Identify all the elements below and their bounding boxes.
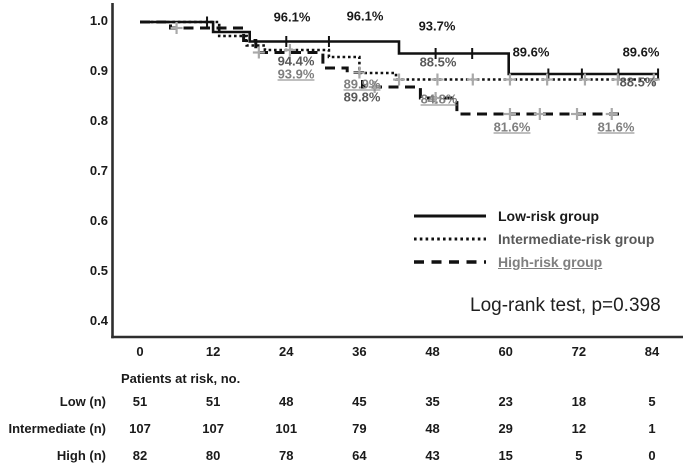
- y-axis-tick-label: 1.0: [89, 13, 108, 28]
- risk-row-label: High (n): [56, 448, 106, 463]
- legend-line-solid-icon: [414, 214, 486, 217]
- legend-label-high-risk: High-risk group: [498, 253, 603, 270]
- risk-count: 35: [425, 394, 440, 409]
- y-axis-tick-label: 0.6: [89, 213, 108, 228]
- risk-count: 107: [129, 421, 151, 436]
- risk-count: 5: [648, 394, 656, 409]
- risk-count: 12: [571, 421, 587, 436]
- survival-percent-label: 89.6%: [622, 44, 660, 60]
- risk-count: 107: [202, 421, 224, 436]
- risk-count: 0: [648, 448, 656, 463]
- y-axis-tick-label: 0.4: [89, 313, 108, 328]
- risk-count: 5: [575, 448, 583, 463]
- risk-count: 48: [279, 394, 294, 409]
- legend-line-dotted-icon: [414, 237, 486, 240]
- curve-intermediate-risk-group: [140, 20, 659, 81]
- curve-low-risk-group: [140, 20, 659, 76]
- risk-count: 18: [571, 394, 587, 409]
- survival-percent-label: 88.5%: [619, 74, 657, 90]
- y-axis-tick-label: 0.9: [89, 63, 108, 78]
- legend-label-intermediate-risk: Intermediate-risk group: [498, 230, 655, 247]
- x-axis-tick-label: 24: [279, 344, 294, 359]
- risk-count: 64: [352, 448, 367, 463]
- risk-count: 15: [498, 448, 513, 463]
- risk-row-label: Intermediate (n): [8, 421, 106, 436]
- survival-percent-label: 81.6%: [493, 119, 531, 135]
- risk-count: 43: [425, 448, 440, 463]
- risk-count: 23: [498, 394, 513, 409]
- y-axis-tick-label: 0.8: [89, 113, 108, 128]
- x-axis-tick-label: 36: [352, 344, 367, 359]
- survival-percent-label: 88.5%: [419, 54, 457, 70]
- risk-count: 51: [132, 394, 148, 409]
- risk-count: 48: [425, 421, 440, 436]
- risk-count: 78: [279, 448, 294, 463]
- risk-count: 80: [205, 448, 221, 463]
- survival-percent-label: 93.7%: [418, 18, 456, 34]
- survival-percent-label: 96.1%: [273, 9, 311, 25]
- x-axis-tick-label: 12: [205, 344, 221, 359]
- x-axis-tick-label: 84: [644, 344, 660, 359]
- y-axis-tick-label: 0.5: [89, 263, 108, 278]
- survival-percent-label: 81.6%: [597, 119, 635, 135]
- survival-percent-label: 93.9%: [277, 66, 315, 82]
- x-axis-tick-label: 48: [425, 344, 440, 359]
- survival-percent-label: 89.6%: [512, 44, 550, 60]
- survival-percent-label: 89.9%: [343, 76, 381, 92]
- risk-count: 1: [648, 421, 656, 436]
- risk-count: 79: [352, 421, 367, 436]
- risk-table-header: Patients at risk, no.: [121, 371, 241, 386]
- x-axis-tick-label: 60: [498, 344, 513, 359]
- risk-count: 82: [132, 448, 148, 463]
- risk-count: 51: [205, 394, 221, 409]
- x-axis-tick-label: 72: [571, 344, 587, 359]
- survival-percent-label: 96.1%: [346, 8, 384, 24]
- logrank-test-result: Log-rank test, p=0.398: [470, 295, 661, 316]
- survival-percent-label: 84.8%: [420, 91, 458, 107]
- legend-line-dashed-icon: [414, 259, 486, 264]
- legend: Low-risk group Intermediate-risk group H…: [413, 204, 654, 273]
- risk-row-label: Low (n): [59, 394, 106, 409]
- y-axis-tick-label: 0.7: [89, 163, 108, 178]
- risk-count: 45: [352, 394, 367, 409]
- legend-item-high-risk: High-risk group: [413, 250, 654, 273]
- risk-count: 29: [498, 421, 513, 436]
- legend-label-low-risk: Low-risk group: [498, 207, 600, 224]
- legend-item-low-risk: Low-risk group: [413, 204, 654, 227]
- risk-count: 101: [275, 421, 298, 436]
- legend-item-intermediate-risk: Intermediate-risk group: [413, 227, 654, 250]
- x-axis-tick-label: 0: [136, 344, 144, 359]
- survival-percent-label: 94.4%: [277, 53, 315, 69]
- survival-percent-label: 89.8%: [343, 89, 381, 105]
